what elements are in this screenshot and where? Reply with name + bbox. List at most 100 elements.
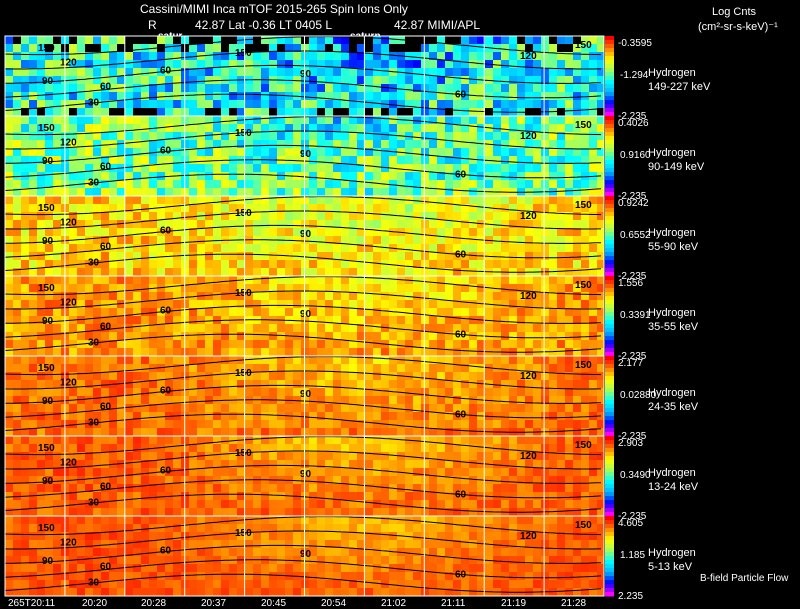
heat-cell (445, 140, 453, 148)
heat-cell (245, 44, 253, 52)
heat-cell (157, 412, 165, 420)
heat-cell (37, 44, 45, 52)
heat-cell (277, 132, 285, 140)
heat-cell (245, 220, 253, 228)
heat-cell (453, 236, 461, 244)
colorbar-segment (605, 464, 614, 469)
heat-cell (109, 84, 117, 92)
contour-label: 150 (235, 288, 252, 299)
heat-cell (493, 516, 501, 524)
heat-cell (397, 420, 405, 428)
contour-label: 120 (60, 458, 77, 469)
heat-cell (229, 220, 237, 228)
heat-cell (85, 268, 93, 276)
heat-cell (69, 44, 77, 52)
heat-cell (461, 388, 469, 396)
heat-cell (117, 492, 125, 500)
heat-cell (21, 348, 29, 356)
heat-cell (269, 324, 277, 332)
heat-cell (365, 468, 373, 476)
heat-cell (325, 164, 333, 172)
heat-cell (93, 364, 101, 372)
heat-cell (253, 452, 261, 460)
heat-cell (357, 468, 365, 476)
heat-cell (381, 492, 389, 500)
heat-cell (45, 84, 53, 92)
heat-cell (541, 396, 549, 404)
heat-cell (461, 164, 469, 172)
heat-cell (429, 84, 437, 92)
heat-cell (309, 228, 317, 236)
heat-cell (261, 220, 269, 228)
heat-cell (269, 132, 277, 140)
heat-cell (413, 452, 421, 460)
heat-cell (37, 236, 45, 244)
heat-cell (389, 116, 397, 124)
heat-cell (141, 388, 149, 396)
heat-cell (349, 220, 357, 228)
heat-cell (117, 388, 125, 396)
heat-cell (157, 116, 165, 124)
heat-cell (173, 68, 181, 76)
heat-cell (229, 60, 237, 68)
heat-cell (69, 508, 77, 516)
heat-cell (525, 244, 533, 252)
heat-cell (245, 172, 253, 180)
heat-cell (165, 220, 173, 228)
heat-cell (421, 468, 429, 476)
heat-cell (309, 212, 317, 220)
heat-cell (253, 524, 261, 532)
heat-cell (333, 100, 341, 108)
ephemeris-r-label: R (148, 18, 157, 32)
colorbar-segment (605, 396, 614, 401)
heat-cell (37, 532, 45, 540)
heat-cell (85, 348, 93, 356)
heat-cell (5, 308, 13, 316)
heat-cell (125, 452, 133, 460)
heat-cell (69, 516, 77, 524)
heat-cell (581, 196, 589, 204)
heat-cell (357, 68, 365, 76)
heat-cell (589, 292, 597, 300)
heat-cell (525, 316, 533, 324)
heat-cell (493, 364, 501, 372)
heat-cell (541, 156, 549, 164)
heat-cell (269, 468, 277, 476)
heat-cell (205, 524, 213, 532)
heat-cell (29, 500, 37, 508)
heat-cell (189, 340, 197, 348)
heat-cell (373, 380, 381, 388)
heat-cell (477, 148, 485, 156)
heat-cell (541, 436, 549, 444)
heat-cell (173, 260, 181, 268)
colorbar-segment (605, 80, 614, 85)
heat-cell (269, 260, 277, 268)
heat-cell (197, 172, 205, 180)
heat-cell (45, 412, 53, 420)
heat-cell (533, 204, 541, 212)
heat-cell (45, 372, 53, 380)
heat-cell (373, 76, 381, 84)
heat-cell (157, 508, 165, 516)
heat-cell (549, 292, 557, 300)
heat-cell (309, 364, 317, 372)
heat-cell (197, 252, 205, 260)
heat-cell (133, 132, 141, 140)
heat-cell (389, 516, 397, 524)
heat-cell (373, 300, 381, 308)
heat-cell (597, 444, 604, 452)
heat-cell (149, 260, 157, 268)
heat-cell (509, 36, 517, 44)
heat-cell (13, 276, 21, 284)
heat-cell (205, 308, 213, 316)
heat-cell (309, 348, 317, 356)
heat-cell (53, 324, 61, 332)
heat-cell (53, 180, 61, 188)
heat-cell (365, 212, 373, 220)
heat-cell (93, 156, 101, 164)
heat-cell (37, 284, 45, 292)
heat-cell (229, 356, 237, 364)
heat-cell (309, 172, 317, 180)
heat-cell (213, 84, 221, 92)
heat-cell (373, 484, 381, 492)
